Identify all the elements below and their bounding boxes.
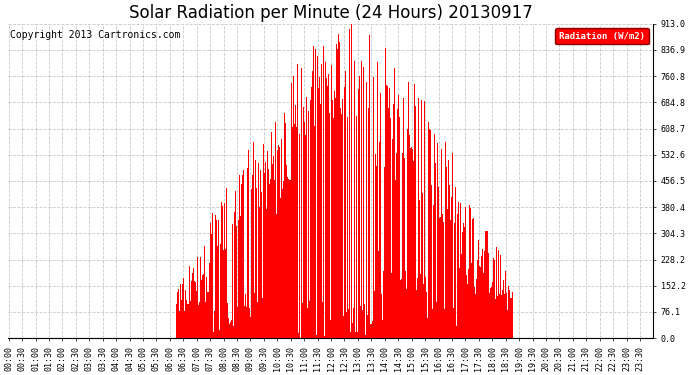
Text: Copyright 2013 Cartronics.com: Copyright 2013 Cartronics.com [10,30,180,40]
Title: Solar Radiation per Minute (24 Hours) 20130917: Solar Radiation per Minute (24 Hours) 20… [129,4,533,22]
Legend: Radiation (W/m2): Radiation (W/m2) [555,28,649,45]
